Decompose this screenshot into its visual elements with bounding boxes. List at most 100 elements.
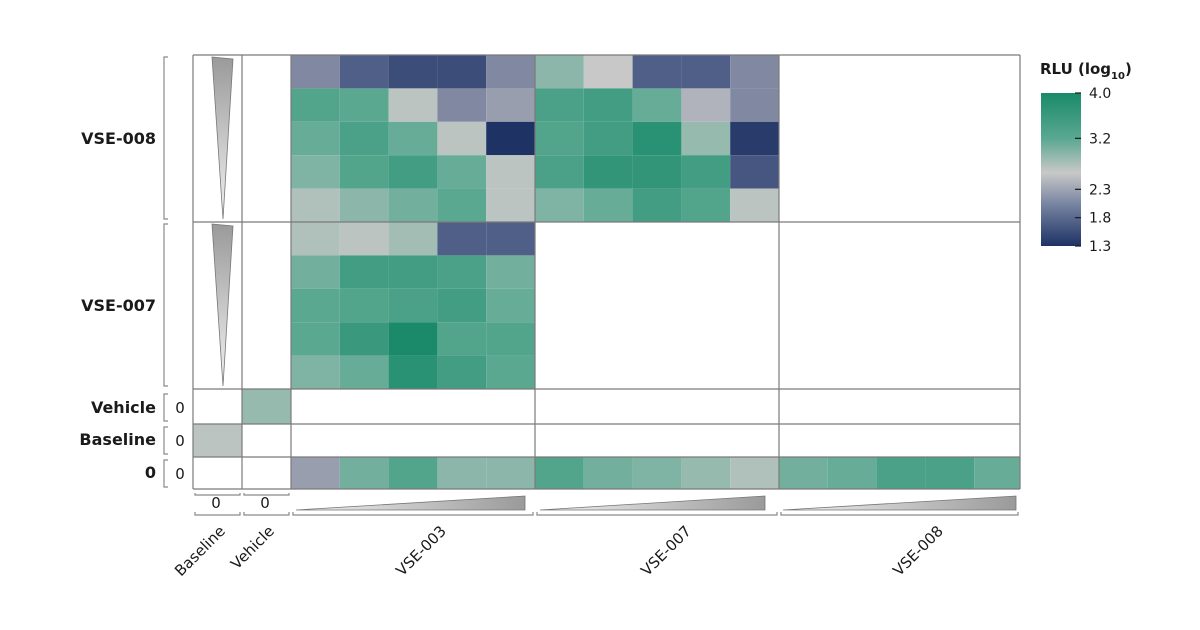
heatmap-cell xyxy=(730,121,779,156)
heatmap-cell xyxy=(437,355,487,389)
heatmap-cell xyxy=(486,288,535,323)
heatmap-cell xyxy=(388,355,438,389)
heatmap-cell xyxy=(388,121,438,156)
row-bracket xyxy=(163,223,168,387)
heatmap-cell xyxy=(437,121,487,156)
heatmap-cell xyxy=(681,55,731,89)
heatmap-cell xyxy=(388,155,438,189)
heatmap-cell xyxy=(339,188,389,222)
heatmap-cell xyxy=(583,457,633,489)
heatmap-cell xyxy=(193,424,242,457)
heatmap-cell xyxy=(388,188,438,222)
heatmap-cell xyxy=(535,457,584,489)
heatmap-cell xyxy=(827,457,877,489)
heatmap-cell xyxy=(291,55,340,89)
heatmap-cell xyxy=(388,457,438,489)
col-label-vse007: VSE-007 xyxy=(637,522,694,579)
heatmap-cell xyxy=(291,355,340,389)
heatmap-cell xyxy=(876,457,926,489)
colorbar-title-suffix: ) xyxy=(1125,60,1132,78)
heatmap-cell xyxy=(339,457,389,489)
row-dose-gradient xyxy=(211,56,234,220)
row-bracket xyxy=(163,426,168,455)
row-bracket xyxy=(163,56,168,220)
heatmap-cell xyxy=(486,188,535,222)
colorbar-title: RLU (log10) xyxy=(1040,60,1132,82)
heatmap-cell xyxy=(535,155,584,189)
row-label-vehicle: Vehicle xyxy=(91,398,156,417)
heatmap-cell xyxy=(730,155,779,189)
col-dose-baseline: 0 xyxy=(211,494,221,512)
heatmap-cell xyxy=(632,155,682,189)
heatmap-cell xyxy=(730,55,779,89)
heatmap-cell xyxy=(486,255,535,289)
heatmap-cell xyxy=(730,188,779,222)
heatmap-cells xyxy=(193,55,1020,489)
colorbar-legend: RLU (log10) 4.0 3.2 2.3 1.8 1.3 xyxy=(1040,60,1132,255)
heatmap-cell xyxy=(486,355,535,389)
heatmap-cell xyxy=(388,288,438,323)
heatmap-cell xyxy=(291,188,340,222)
heatmap-cell xyxy=(291,255,340,289)
col-label-vse008: VSE-008 xyxy=(889,522,946,579)
heatmap-cell xyxy=(291,121,340,156)
row-label-baseline: Baseline xyxy=(79,430,156,449)
heatmap-cell xyxy=(583,121,633,156)
heatmap-cell xyxy=(535,88,584,122)
group-brackets xyxy=(163,56,1019,516)
dose-gradient-wedges xyxy=(211,56,1017,511)
heatmap-cell xyxy=(437,222,487,256)
col-dose-gradient xyxy=(782,495,1017,511)
row-bracket xyxy=(163,393,168,422)
row-dose-zero: 0 xyxy=(175,465,185,483)
colorbar-tick-label: 1.8 xyxy=(1089,211,1111,227)
row-dose-vehicle: 0 xyxy=(175,399,185,417)
col-bracket xyxy=(194,512,241,516)
heatmap-cell xyxy=(486,88,535,122)
colorbar-tick-label: 4.0 xyxy=(1089,86,1111,102)
colorbar-gradient xyxy=(1041,93,1081,246)
heatmap-cell xyxy=(925,457,975,489)
col-label-vse003: VSE-003 xyxy=(392,522,449,579)
col-bracket xyxy=(536,512,778,516)
heatmap-cell xyxy=(730,457,779,489)
colorbar-tick-label: 3.2 xyxy=(1089,131,1111,147)
heatmap-cell xyxy=(437,322,487,356)
col-bracket xyxy=(292,512,534,516)
heatmap-cell xyxy=(388,222,438,256)
heatmap-cell xyxy=(583,188,633,222)
row-dose-gradient xyxy=(211,223,234,387)
heatmap-cell xyxy=(486,322,535,356)
heatmap-cell xyxy=(535,121,584,156)
heatmap-cell xyxy=(632,55,682,89)
heatmap-cell xyxy=(437,155,487,189)
heatmap-cell xyxy=(388,322,438,356)
row-label-vse007: VSE-007 xyxy=(81,296,156,315)
heatmap-cell xyxy=(339,255,389,289)
heatmap-cell xyxy=(388,88,438,122)
heatmap-cell xyxy=(291,322,340,356)
col-label-vehicle: Vehicle xyxy=(227,522,278,573)
heatmap-cell xyxy=(291,457,340,489)
col-bracket-top xyxy=(243,493,290,496)
heatmap-grid xyxy=(192,54,1021,490)
heatmap-cell xyxy=(535,188,584,222)
heatmap-cell xyxy=(339,121,389,156)
heatmap-cell xyxy=(632,121,682,156)
heatmap-cell xyxy=(437,457,487,489)
heatmap-cell xyxy=(291,155,340,189)
col-label-baseline: Baseline xyxy=(171,522,229,580)
heatmap-cell xyxy=(388,55,438,89)
colorbar-tick-label: 1.3 xyxy=(1089,239,1111,255)
heatmap-cell xyxy=(291,88,340,122)
heatmap-cell xyxy=(486,457,535,489)
heatmap-cell xyxy=(681,457,731,489)
heatmap-cell xyxy=(779,457,828,489)
col-bracket-top xyxy=(194,493,241,496)
heatmap-cell xyxy=(339,322,389,356)
heatmap-cell xyxy=(291,222,340,256)
heatmap-cell xyxy=(339,55,389,89)
heatmap-cell xyxy=(242,389,291,424)
heatmap-cell xyxy=(583,155,633,189)
